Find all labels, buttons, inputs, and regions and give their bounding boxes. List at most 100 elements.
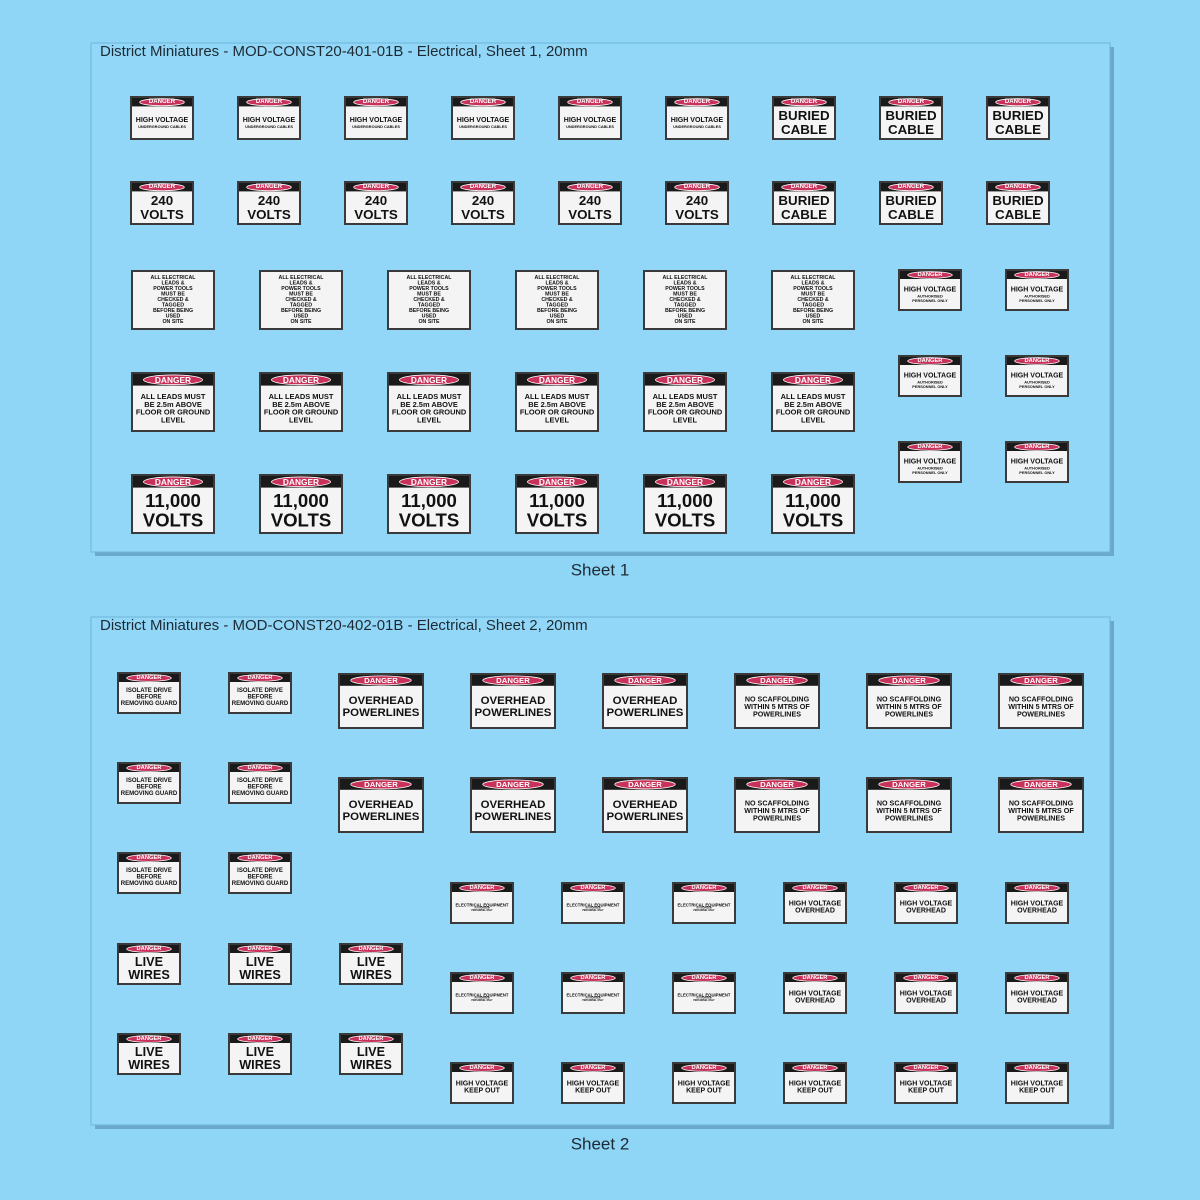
sign-text: ALL ELECTRICAL <box>279 275 325 281</box>
sign-text: BEFORE <box>136 785 161 791</box>
sign-text: LEADS & <box>289 280 312 286</box>
sign-header: DANGER <box>283 375 319 385</box>
sign-header-oval <box>246 98 292 107</box>
sign-text: POWER TOOLS <box>409 286 449 292</box>
sign-text: VOLTS <box>140 207 184 222</box>
sign-text: LEVEL <box>673 416 697 425</box>
sheet-caption: Sheet 1 <box>571 561 630 580</box>
sign-text: USED <box>294 314 309 320</box>
sign-header-oval <box>353 98 399 107</box>
sign-text: HIGH VOLTAGE <box>1011 1080 1064 1087</box>
sign-header-oval <box>781 183 827 192</box>
sign-header: DANGER <box>628 780 662 789</box>
sign-text: BEFORE BEING <box>537 308 577 314</box>
sign-header-oval <box>126 945 172 953</box>
sign-text: OVERHEAD <box>795 998 835 1005</box>
sign-text: ALL LEADS MUST <box>269 392 334 401</box>
sign-header-oval <box>783 374 843 386</box>
sign-text: FLOOR OR GROUND <box>648 408 723 417</box>
sign-header: DANGER <box>364 676 398 685</box>
sign-text: LIVE <box>135 1045 163 1059</box>
sign-text: NO SCAFFOLDING <box>1009 695 1074 703</box>
sign-text: POWERLINES <box>1017 814 1065 822</box>
sign-header: DANGER <box>892 676 926 685</box>
sign-text: LEADS & <box>801 280 824 286</box>
sign-header: DANGER <box>628 676 662 685</box>
sign-text: POWERLINES <box>475 811 552 823</box>
sign-text: WITHIN 5 MTRS OF <box>876 703 942 711</box>
sign-header-oval <box>681 884 727 892</box>
sign-header-oval <box>126 764 172 772</box>
sign-text: WIRES <box>128 968 170 982</box>
sign-header-oval <box>126 854 172 862</box>
sign-header-oval <box>459 884 505 892</box>
sign-text: LEVEL <box>289 416 313 425</box>
sign-header-oval <box>995 98 1041 107</box>
sign-text: ELECTRICAL EQUIPMENT <box>678 902 731 907</box>
sign-text: OVERHEAD <box>906 908 946 915</box>
sign-header-oval <box>460 183 506 192</box>
sign-text: ELECTRICAL EQUIPMENT <box>567 992 620 997</box>
sign-text: POWERLINES <box>607 811 684 823</box>
sign-header: DANGER <box>364 780 398 789</box>
sign-note: AUTHORISED <box>474 996 490 999</box>
sign-text: POWERLINES <box>475 707 552 719</box>
sign-header: DANGER <box>577 184 604 190</box>
sign-header-oval <box>674 98 720 107</box>
sign-text: 240 <box>579 193 601 208</box>
sign-header-oval <box>460 98 506 107</box>
sign-text: ELECTRICAL EQUIPMENT <box>456 902 509 907</box>
sign-text: POWERLINES <box>1017 710 1065 718</box>
sign-text: TAGGED <box>162 303 184 309</box>
sign-text: NO SCAFFOLDING <box>877 695 942 703</box>
sign-text: WIRES <box>239 1058 281 1072</box>
sign-text: 240 <box>258 193 280 208</box>
sign-header: DANGER <box>692 1065 718 1071</box>
sign-header: DANGER <box>684 184 711 190</box>
sign-header: DANGER <box>918 444 944 450</box>
sign-note: UNDERGROUND CABLES <box>138 124 186 129</box>
sign-header: DANGER <box>363 184 390 190</box>
sign-text: 11,000 <box>785 490 841 511</box>
sign-header-oval <box>746 675 808 686</box>
sign-header-oval <box>907 357 953 365</box>
sign-text: ISOLATE DRIVE <box>126 868 172 874</box>
sign-text: VOLTS <box>655 510 716 531</box>
sign-header-oval <box>527 374 587 386</box>
sign-header: DANGER <box>791 99 818 105</box>
sign: DANGER ELECTRICAL EQUIPMENTAUTHORISEDPERS… <box>450 882 514 924</box>
sign-text: BURIED <box>992 193 1044 208</box>
sign-header: DANGER <box>1025 975 1051 981</box>
sign-text: OVERHEAD <box>1017 908 1057 915</box>
sign-header: DANGER <box>667 477 703 487</box>
sign-board <box>259 270 343 330</box>
sign-text: MUST BE <box>417 291 441 297</box>
sign-header-oval <box>681 974 727 982</box>
sign-note: PERSONNEL ONLY <box>1019 298 1055 303</box>
sign-text: VOLTS <box>247 207 291 222</box>
sign-text: POWER TOOLS <box>153 286 193 292</box>
sign-header-oval <box>903 884 949 892</box>
sign-text: CHECKED & <box>797 297 829 303</box>
sign-text: POWERLINES <box>753 814 801 822</box>
sign-text: HIGH VOLTAGE <box>904 373 957 380</box>
sign-text: HIGH VOLTAGE <box>456 1080 509 1087</box>
sign-text: USED <box>550 314 565 320</box>
sign-text: 240 <box>365 193 387 208</box>
